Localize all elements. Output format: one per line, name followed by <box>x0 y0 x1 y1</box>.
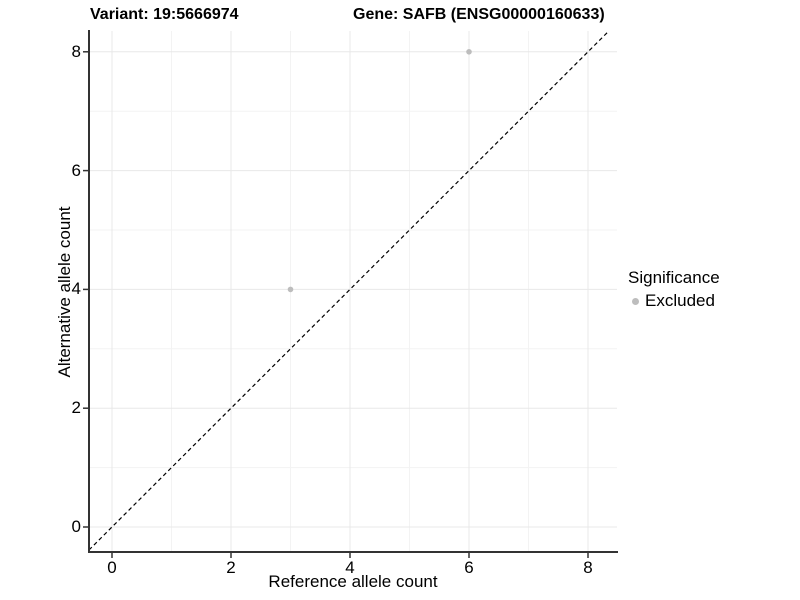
gene-title: Gene: SAFB (ENSG00000160633) <box>353 6 605 23</box>
x-tick-label: 8 <box>583 558 593 577</box>
y-tick-label: 8 <box>71 41 81 61</box>
y-tick-label: 0 <box>71 517 81 536</box>
data-point <box>466 49 472 55</box>
x-tick-label: 0 <box>107 558 117 577</box>
y-tick-label: 2 <box>71 398 81 418</box>
data-point <box>287 286 294 293</box>
y-axis-title: Alternative allele count <box>55 206 74 378</box>
variant-title: Variant: 19:5666974 <box>90 6 239 23</box>
x-tick-label: 6 <box>464 558 474 577</box>
legend-entry-label: Excluded <box>645 291 715 310</box>
identity-dashed-line <box>88 30 610 551</box>
legend-entry-excluded: Excluded <box>628 291 720 311</box>
x-tick-label: 4 <box>345 558 355 577</box>
x-axis-title: Reference allele count <box>268 572 438 591</box>
legend-title: Significance <box>628 268 720 287</box>
y-tick-label: 4 <box>71 279 81 299</box>
x-tick-label: 2 <box>226 558 236 577</box>
excluded-marker-icon <box>632 297 639 305</box>
y-tick-label: 6 <box>71 160 81 180</box>
legend: Significance Excluded <box>628 268 720 311</box>
